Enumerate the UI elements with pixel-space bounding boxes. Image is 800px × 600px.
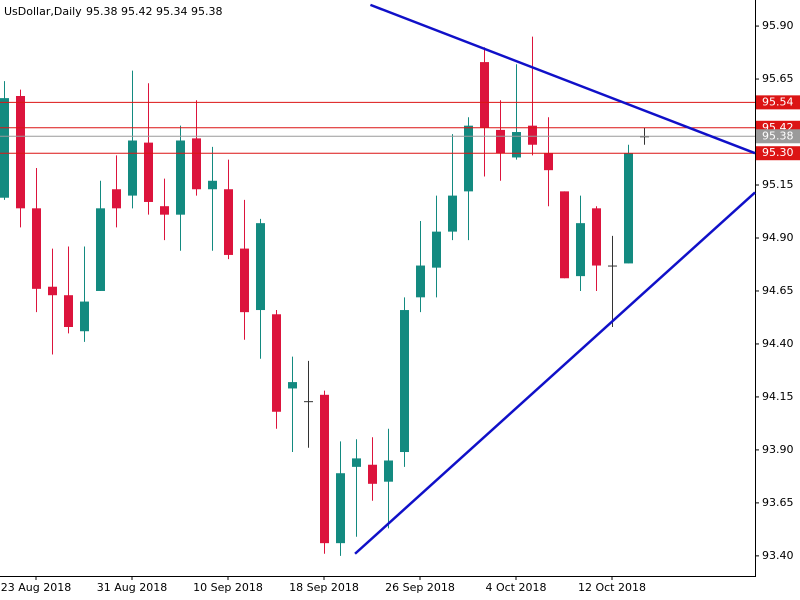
candle-body — [528, 125, 537, 145]
candle-body — [96, 208, 105, 291]
candle-body — [496, 129, 505, 154]
candle-body — [592, 208, 601, 266]
candle-body — [416, 265, 425, 298]
x-tick-label: 10 Sep 2018 — [193, 581, 263, 594]
candle-body — [320, 394, 329, 544]
candle-body — [144, 142, 153, 202]
trendline — [354, 191, 756, 555]
trendline — [369, 3, 756, 155]
y-tick-label: 94.40 — [762, 337, 794, 350]
candle-body — [400, 310, 409, 453]
candle-body — [192, 138, 201, 190]
ohlc-label: 95.38 95.42 95.34 95.38 — [86, 5, 222, 18]
candle-body — [208, 180, 217, 190]
candle-body — [544, 153, 553, 171]
x-tick-label: 23 Aug 2018 — [1, 581, 71, 594]
y-tick-label: 95.15 — [762, 178, 794, 191]
symbol-label: UsDollar,Daily — [4, 5, 82, 18]
x-tick-label: 18 Sep 2018 — [289, 581, 359, 594]
candle-body — [64, 295, 73, 327]
candle-body — [384, 460, 393, 482]
candle-body — [448, 195, 457, 232]
price-level-tag — [756, 129, 800, 144]
price-level-tag — [756, 146, 800, 161]
candle-body — [80, 301, 89, 332]
candle-body — [240, 248, 249, 313]
candle-body — [368, 464, 377, 484]
candle-body — [576, 223, 585, 277]
x-tick-label: 26 Sep 2018 — [385, 581, 455, 594]
price-level-tag — [756, 95, 800, 110]
candle-body — [352, 458, 361, 467]
candle-body — [512, 132, 521, 158]
candle-body — [256, 223, 265, 311]
candle-body — [480, 62, 489, 128]
candle-body — [288, 382, 297, 389]
y-tick-label: 94.15 — [762, 390, 794, 403]
x-tick-label: 4 Oct 2018 — [485, 581, 546, 594]
y-tick-label: 95.90 — [762, 19, 794, 32]
candle-body — [336, 473, 345, 544]
candle-body — [272, 314, 281, 412]
candle-body — [224, 189, 233, 255]
x-tick-label: 31 Aug 2018 — [97, 581, 167, 594]
price-level-label: 95.38 — [762, 129, 794, 142]
price-level-label: 95.54 — [762, 95, 794, 108]
y-tick-label: 94.90 — [762, 231, 794, 244]
candle-body — [176, 140, 185, 215]
candle-body — [0, 98, 9, 198]
candle-body — [624, 153, 633, 264]
candle-body — [16, 96, 25, 209]
candle-body — [608, 265, 617, 267]
candle-body — [160, 206, 169, 215]
candle-body — [304, 401, 313, 403]
candle-body — [560, 191, 569, 279]
candle-body — [48, 286, 57, 296]
y-tick-label: 95.65 — [762, 72, 794, 85]
price-level-label: 95.30 — [762, 146, 794, 159]
x-tick-label: 12 Oct 2018 — [578, 581, 646, 594]
y-tick-label: 93.40 — [762, 549, 794, 562]
candle-body — [432, 231, 441, 268]
candle-body — [128, 140, 137, 196]
candle-body — [32, 208, 41, 289]
y-tick-label: 94.65 — [762, 284, 794, 297]
candle-body — [112, 189, 121, 209]
candle-body — [464, 125, 473, 192]
y-tick-label: 93.90 — [762, 443, 794, 456]
y-tick-label: 93.65 — [762, 496, 794, 509]
